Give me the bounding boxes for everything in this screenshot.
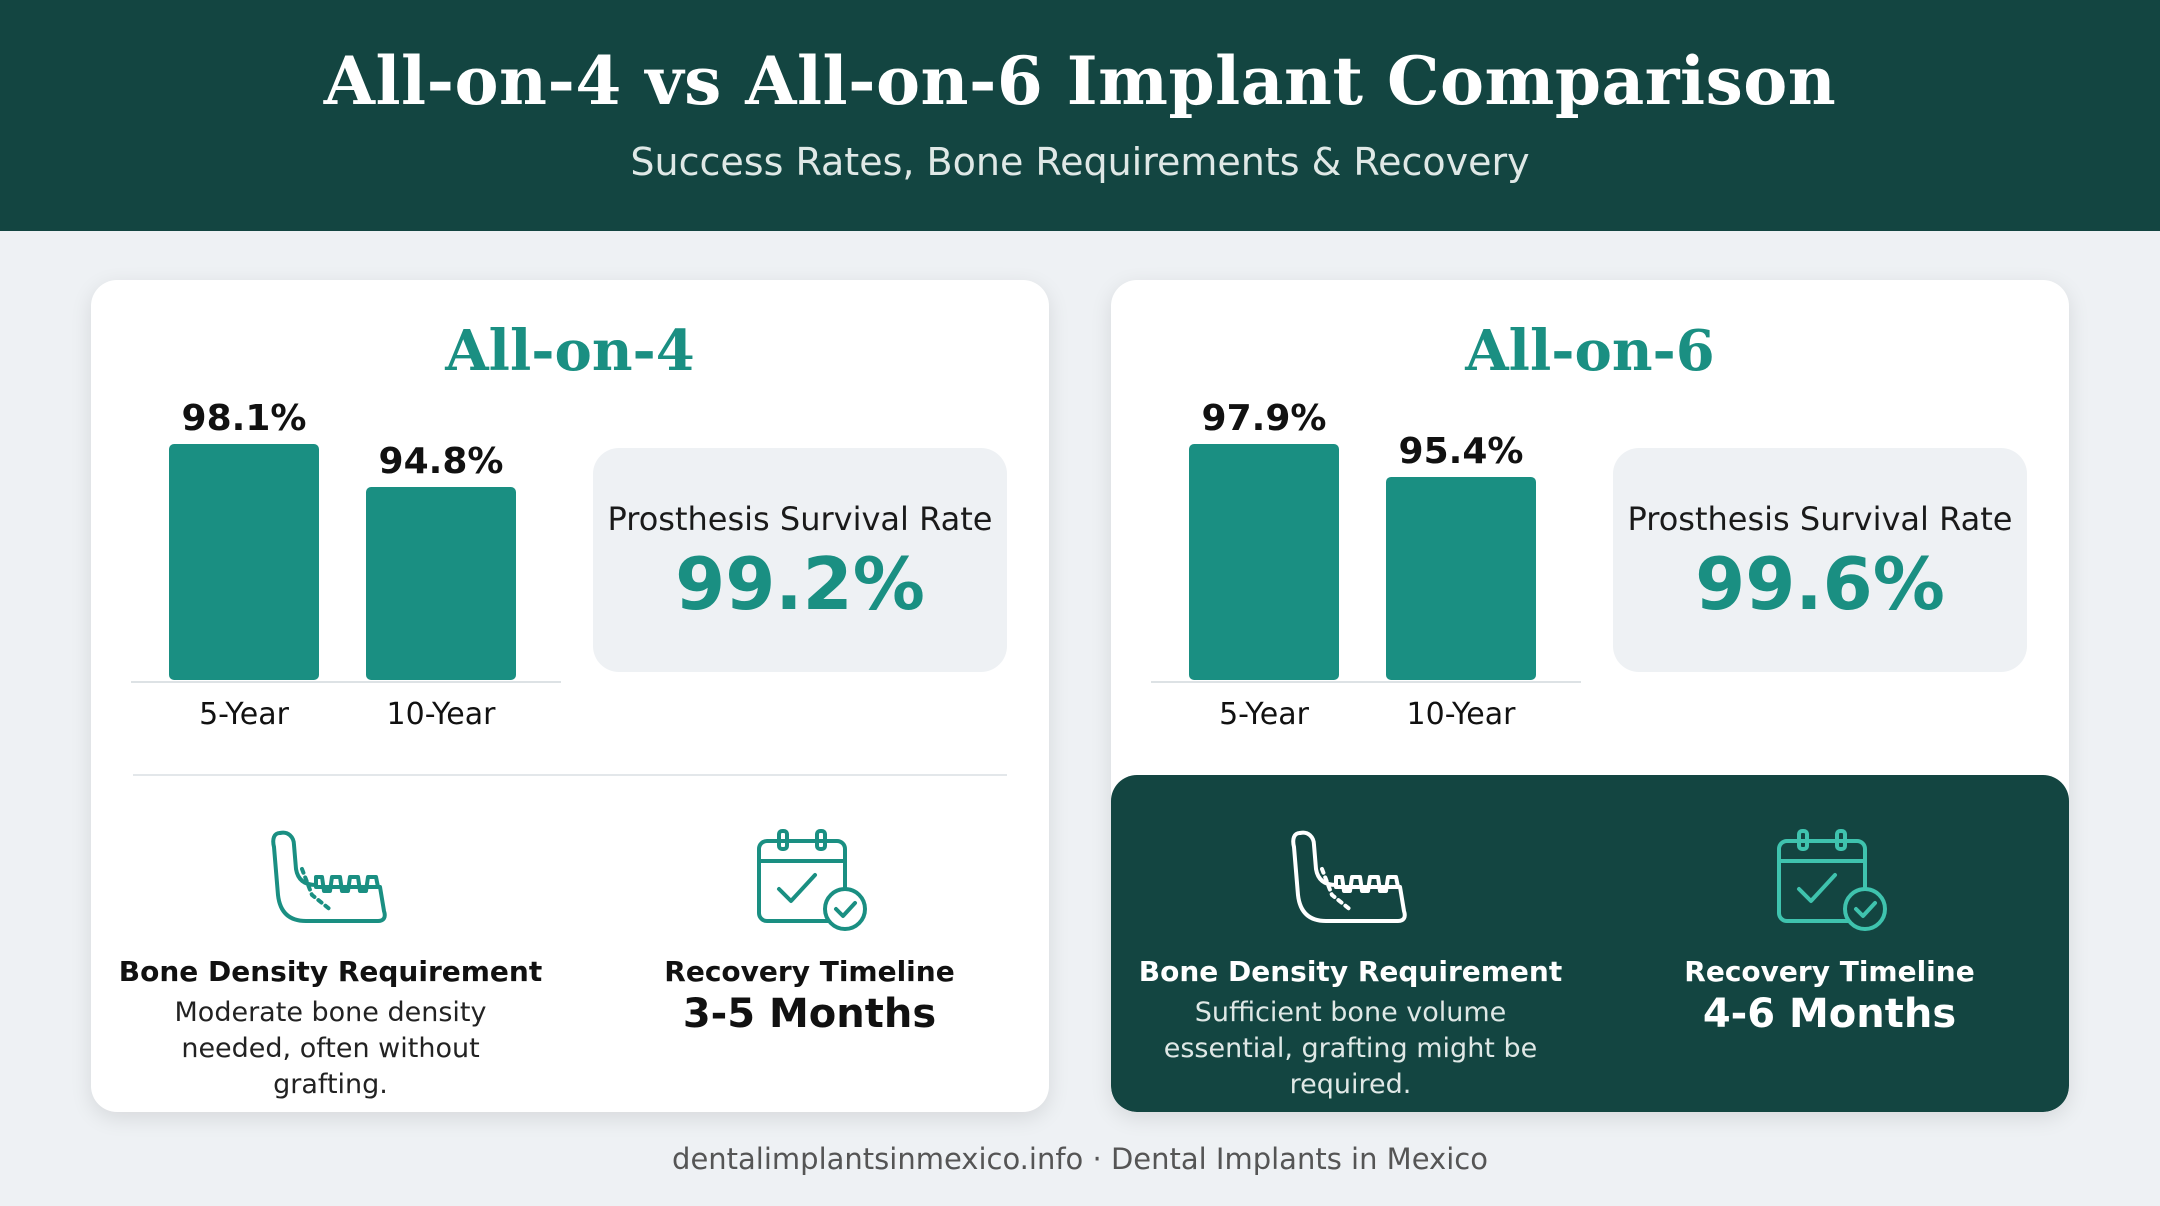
survival-panel: Prosthesis Survival Rate 99.6% xyxy=(1613,448,2027,672)
bar-value-label: 94.8% xyxy=(379,441,504,482)
recovery-value: 4-6 Months xyxy=(1702,991,1957,1037)
bar-10-year xyxy=(1386,476,1536,680)
header-banner: All-on-4 vs All-on-6 Implant Comparison … xyxy=(0,0,2160,231)
card-all-on-4: All-on-4 98.1% 5-Year 94.8% 10-Year Prosthe… xyxy=(91,280,1049,1112)
jaw-icon xyxy=(1286,825,1416,935)
features-section: Bone Density Requirement Moderate bone d… xyxy=(91,775,1049,1112)
calendar-check-icon xyxy=(745,825,875,935)
recovery-title: Recovery Timeline xyxy=(664,955,955,988)
survival-label: Prosthesis Survival Rate xyxy=(1627,500,2013,538)
card-title: All-on-4 xyxy=(445,318,695,384)
survival-value: 99.6% xyxy=(1695,542,1945,626)
bone-description: Moderate bone density needed, often with… xyxy=(174,997,487,1100)
x-tick-label: 5-Year xyxy=(1219,697,1310,732)
survival-panel: Prosthesis Survival Rate 99.2% xyxy=(593,448,1007,672)
page-subtitle: Success Rates, Bone Requirements & Recov… xyxy=(630,140,1530,184)
bar-5-year xyxy=(1189,444,1339,680)
bar-value-label: 95.4% xyxy=(1399,431,1524,472)
card-all-on-6: All-on-6 97.9% 5-Year 95.4% 10-Year Prosthe… xyxy=(1111,280,2069,1112)
x-tick-label: 10-Year xyxy=(1407,697,1517,732)
bar-value-label: 98.1% xyxy=(182,398,307,439)
card-title: All-on-6 xyxy=(1465,318,1715,384)
jaw-icon xyxy=(266,825,396,935)
bar-10-year xyxy=(366,487,516,680)
divider xyxy=(133,774,1007,776)
x-tick-label: 5-Year xyxy=(199,697,290,732)
bar-value-label: 97.9% xyxy=(1202,398,1327,439)
bone-title: Bone Density Requirement xyxy=(118,955,543,988)
x-tick-label: 10-Year xyxy=(387,697,497,732)
bar-chart-svg: 98.1% 5-Year 94.8% 10-Year xyxy=(131,398,561,732)
recovery-title: Recovery Timeline xyxy=(1684,955,1975,988)
page-title: All-on-4 vs All-on-6 Implant Comparison xyxy=(323,42,1837,120)
recovery-value: 3-5 Months xyxy=(682,991,937,1037)
success-rate-chart: 97.9% 5-Year 95.4% 10-Year xyxy=(1151,380,1581,740)
features-section: Bone Density Requirement Sufficient bone… xyxy=(1111,775,2069,1112)
bar-chart-svg: 97.9% 5-Year 95.4% 10-Year xyxy=(1151,398,1581,732)
calendar-check-icon xyxy=(1765,825,1895,935)
success-rate-chart: 98.1% 5-Year 94.8% 10-Year xyxy=(131,380,561,740)
survival-value: 99.2% xyxy=(675,542,925,626)
bone-description: Sufficient bone volume essential, grafti… xyxy=(1163,997,1538,1100)
bar-5-year xyxy=(169,444,319,680)
survival-label: Prosthesis Survival Rate xyxy=(607,500,993,538)
footer-credit: dentalimplantsinmexico.info · Dental Imp… xyxy=(672,1142,1488,1176)
bone-title: Bone Density Requirement xyxy=(1138,955,1563,988)
